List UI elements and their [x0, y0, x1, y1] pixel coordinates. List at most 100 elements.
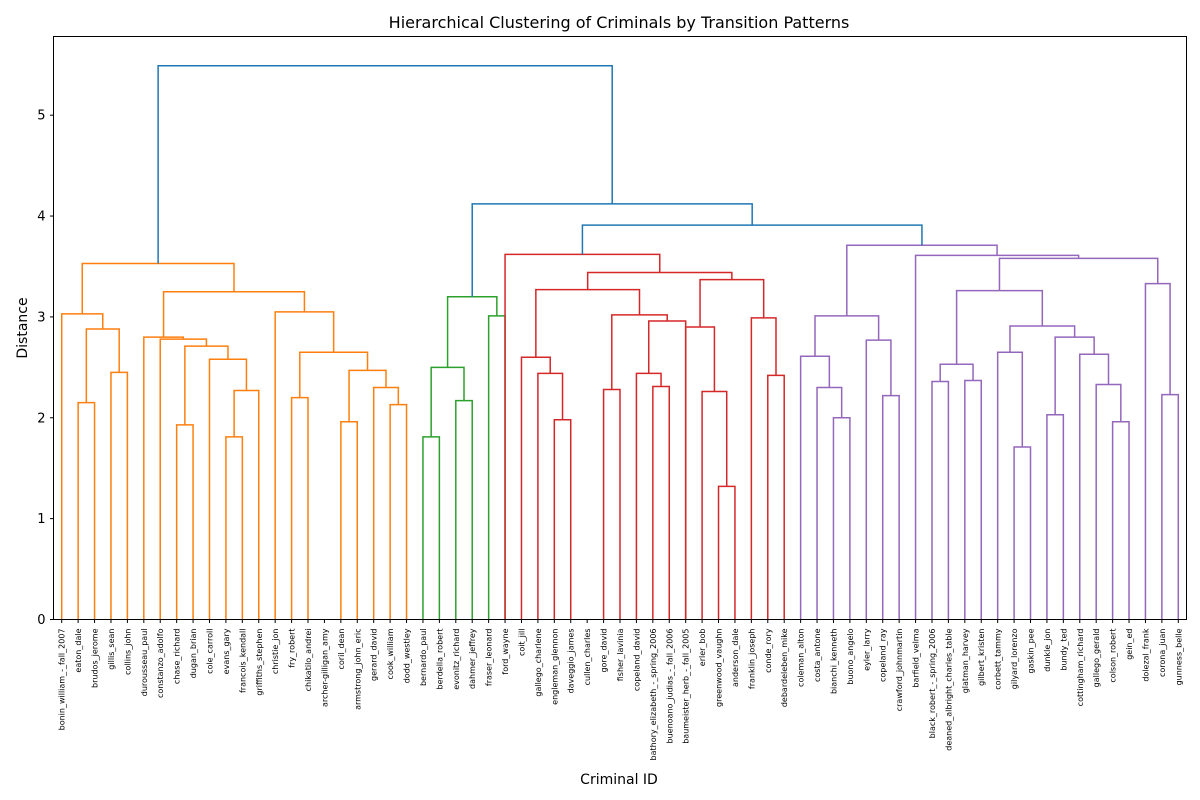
leaf-label: eyler_larry	[862, 628, 871, 671]
leaf-label: dolezal_frank	[1141, 628, 1150, 682]
dendrogram-link	[701, 390, 728, 620]
dendrogram-link	[1144, 282, 1171, 620]
leaf-label: cottingham_richard	[1076, 629, 1085, 707]
leaf-label: ford_wayne	[501, 628, 510, 674]
leaf-label: cole_carroll	[205, 629, 214, 674]
dendrogram-link	[60, 313, 104, 620]
leaf-label: collins_john	[123, 629, 132, 675]
dendrogram-link	[455, 399, 473, 620]
leaf-label: deaned_albright_charles_table	[944, 628, 953, 750]
leaf-label: costa_antone	[813, 628, 822, 682]
dendrogram-link	[290, 396, 309, 620]
dendrogram-link	[767, 374, 785, 620]
leaf-label: erler_bob	[698, 629, 707, 667]
leaf-label: copeland_david	[632, 629, 641, 692]
dendrogram-link	[159, 338, 208, 620]
leaf-label: greenwood_vaughn	[715, 629, 724, 707]
x-axis-leaf-labels: bonin_william_-_fall_2007 eaton_dale brudo…	[58, 619, 1183, 760]
dendrogram-link	[1111, 421, 1130, 620]
dendrogram-link	[1013, 446, 1032, 620]
dendrogram-link	[110, 371, 129, 620]
leaf-label: fry_robert	[288, 629, 297, 668]
dendrogram-link	[208, 358, 248, 620]
leaf-label: crawford_johnmartin	[895, 629, 904, 712]
dendrogram-links	[60, 65, 1180, 620]
leaf-label: dahmer_jeffrey	[468, 628, 477, 689]
dendrogram-link	[1079, 353, 1110, 620]
dendrogram-link	[340, 421, 359, 620]
dendrogram-link	[964, 379, 982, 620]
y-axis-label: Distance	[15, 297, 31, 358]
y-tick-label: 5	[37, 109, 45, 124]
leaf-label: chase_richard	[173, 629, 182, 685]
dendrogram-link	[816, 386, 843, 620]
dendrogram-link	[520, 356, 551, 620]
leaf-label: copeland_ray	[879, 628, 888, 682]
dendrogram-link	[865, 339, 892, 620]
dendrogram-link	[750, 317, 777, 620]
y-tick-label: 3	[37, 310, 45, 325]
leaf-label: dunkle_jon	[1043, 629, 1052, 672]
dendrogram-link	[684, 326, 716, 620]
leaf-label: gaskin_pee	[1027, 628, 1036, 673]
dendrogram-link	[814, 315, 880, 357]
leaf-label: eaton_dale	[74, 628, 83, 672]
dendrogram-link	[611, 314, 668, 390]
dendrogram-link	[487, 315, 506, 620]
leaf-label: gallego_charlene	[534, 628, 543, 696]
dendrogram-link	[143, 336, 185, 620]
leaf-label: evonitz_richard	[452, 629, 461, 690]
leaf-label: buenoano_judias_-_fall_2006	[665, 629, 674, 744]
dendrogram-link	[446, 295, 498, 368]
leaf-label: cook_william	[386, 628, 395, 679]
dendrogram-link	[586, 271, 733, 290]
leaf-label: baumeister_herb_-_fall_2005	[682, 629, 691, 744]
dendrogram-link	[799, 355, 831, 620]
y-tick-label: 0	[37, 613, 45, 628]
leaf-label: corona_juan	[1158, 629, 1167, 678]
leaf-label: gillis_sean	[107, 629, 116, 670]
dendrogram-link	[184, 345, 229, 425]
leaf-label: christie_jon	[271, 629, 280, 675]
dendrogram-link	[157, 65, 613, 264]
dendrogram-link	[553, 419, 572, 620]
y-axis-ticks: 0 1 2 3 4 5	[37, 109, 54, 628]
dendrogram-link	[535, 288, 641, 358]
leaf-label: gilyard_lorenzo	[1010, 628, 1019, 689]
y-tick-label: 2	[37, 411, 45, 426]
dendrogram-link	[1095, 383, 1122, 620]
leaf-label: coleman_alton	[797, 629, 806, 687]
leaf-label: fraser_leonard	[485, 629, 494, 687]
dendrogram-link	[931, 380, 950, 620]
dendrogram-link	[225, 436, 244, 620]
leaf-label: bianchi_kenneth	[829, 629, 838, 695]
leaf-label: cullen_charles	[583, 629, 592, 686]
dendrogram-link	[1009, 325, 1076, 353]
dendrogram-link	[85, 328, 120, 403]
dendrogram-link	[175, 424, 194, 620]
dendrogram-link	[1046, 413, 1065, 620]
dendrogram-link	[647, 320, 687, 620]
leaf-label: gein_ed	[1125, 629, 1134, 660]
dendrogram-link	[846, 244, 998, 316]
y-tick-label: 4	[37, 210, 45, 225]
dendrogram-link	[635, 372, 662, 620]
leaf-label: gilbert_kristen	[977, 629, 986, 686]
leaf-label: buono_angelo	[846, 628, 855, 684]
leaf-label: berdella_robert	[435, 629, 444, 690]
leaf-label: barfield_velma	[912, 628, 921, 687]
dendrogram-link	[652, 385, 671, 620]
x-axis-label: Criminal ID	[580, 772, 658, 788]
dendrogram-link	[881, 394, 900, 620]
dendrogram-link	[1054, 336, 1095, 415]
leaf-label: coit_jill	[517, 629, 526, 657]
dendrogram-link	[581, 224, 923, 255]
leaf-label: brudos_jerome	[91, 628, 100, 688]
leaf-label: dugan_brian	[189, 629, 198, 679]
dendrogram-link	[389, 403, 408, 620]
dendrogram-link	[955, 289, 1044, 365]
dendrogram-link	[996, 351, 1024, 620]
dendrogram-link	[81, 262, 235, 314]
leaf-label: conde_rory	[764, 628, 773, 673]
